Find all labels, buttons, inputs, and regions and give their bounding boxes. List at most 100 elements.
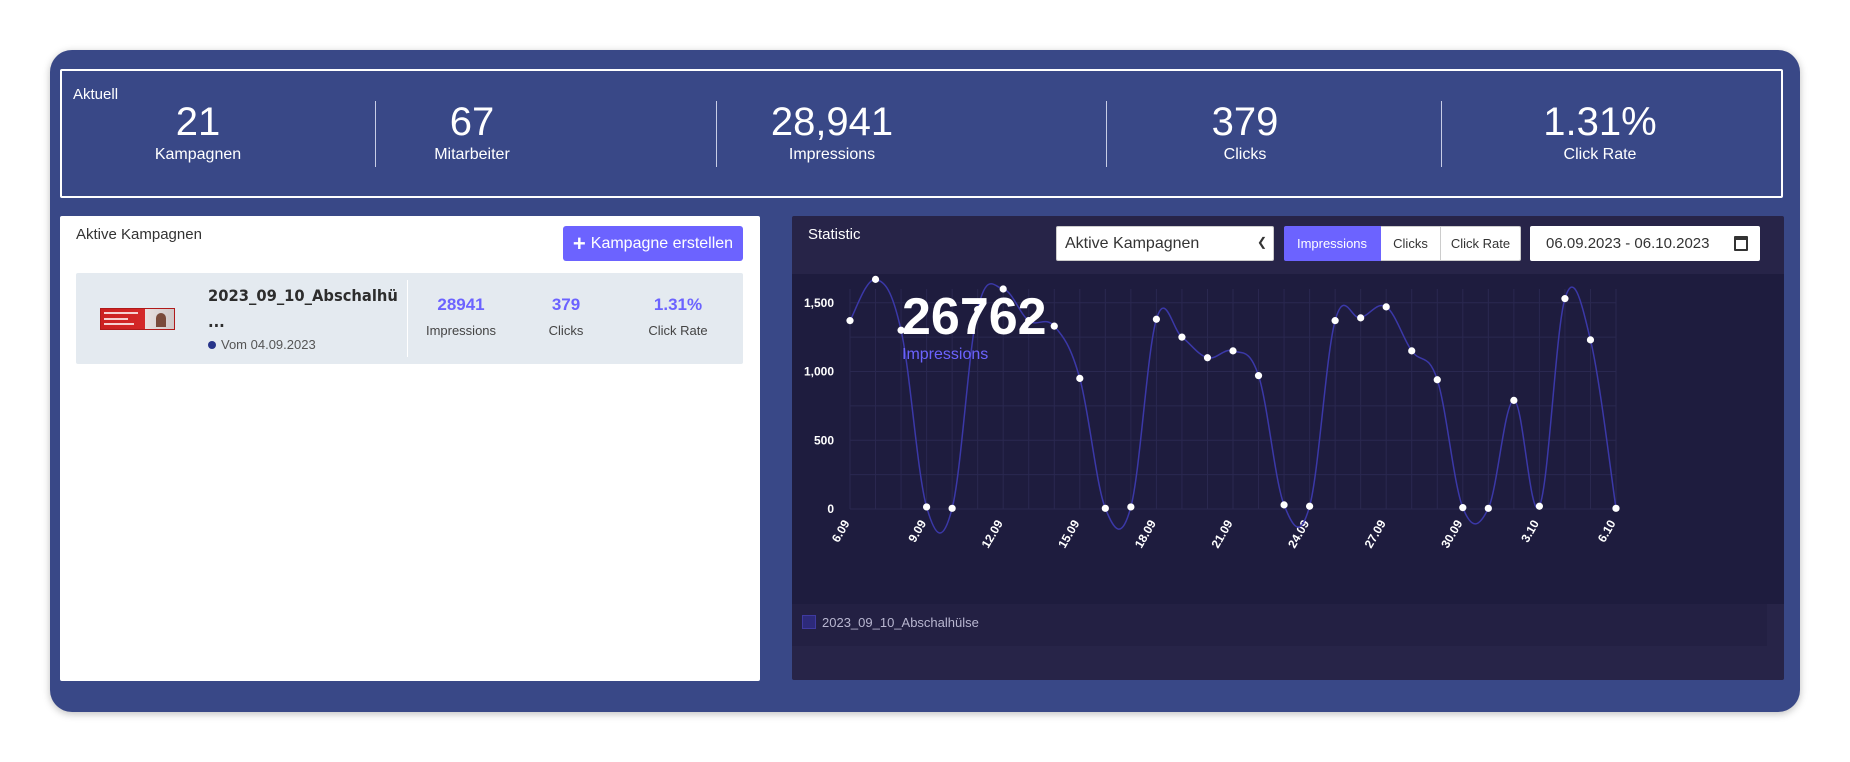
campaign-click-rate-value: 1.31%	[653, 295, 703, 314]
total-label: Impressions	[902, 346, 988, 363]
data-point[interactable]	[871, 275, 880, 283]
legend-label[interactable]: 2023_09_10_Abschalhülse	[822, 615, 979, 630]
date-range-value: 06.09.2023 - 06.10.2023	[1546, 235, 1710, 252]
data-point[interactable]	[1306, 502, 1314, 510]
data-point[interactable]	[1408, 347, 1416, 355]
calendar-icon	[1734, 236, 1748, 251]
tab-click-rate[interactable]: Click Rate	[1441, 226, 1521, 261]
data-point[interactable]	[974, 306, 982, 314]
kpi-summary: Aktuell 21 Kampagnen 67 Mitarbeiter 28,9…	[60, 69, 1783, 198]
chart-legend: 2023_09_10_Abschalhülse	[792, 604, 1767, 646]
campaign-impressions-label: Impressions	[425, 323, 497, 338]
kpi-impressions: 28,941 Impressions	[742, 99, 922, 165]
kpi-label: Clicks	[1223, 146, 1267, 163]
campaign-click-rate-label: Click Rate	[648, 323, 708, 338]
data-point[interactable]	[1459, 504, 1467, 512]
x-tick-label: 9.09	[905, 517, 929, 545]
tab-clicks[interactable]: Clicks	[1381, 226, 1441, 261]
data-point[interactable]	[1510, 396, 1518, 404]
campaign-thumbnail	[100, 308, 175, 330]
x-tick-label: 30.09	[1438, 517, 1465, 550]
kpi-divider	[1441, 101, 1442, 167]
x-tick-label: 3.10	[1518, 517, 1542, 545]
legend-swatch[interactable]	[802, 615, 816, 629]
date-range-picker[interactable]: 06.09.2023 - 06.10.2023	[1530, 226, 1760, 261]
x-tick-label: 12.09	[979, 517, 1006, 550]
data-point[interactable]	[1254, 372, 1263, 380]
y-tick-label: 0	[827, 502, 834, 516]
data-point[interactable]	[923, 503, 931, 511]
kpi-clicks: 379 Clicks	[1170, 99, 1320, 165]
campaign-clicks-label: Clicks	[548, 323, 584, 338]
campaign-impressions: 28941 Impressions	[406, 295, 516, 338]
impressions-chart: 0 500 1,000 1,500 6.09 9.09 12.09 15.09 18.09 21…	[804, 275, 1620, 551]
kpi-value: 28,941	[770, 100, 894, 144]
campaign-date-text: Vom 04.09.2023	[221, 337, 316, 352]
data-point[interactable]	[1331, 317, 1339, 325]
data-point[interactable]	[1203, 354, 1212, 362]
data-point[interactable]	[1586, 336, 1595, 344]
data-point[interactable]	[1280, 501, 1288, 509]
data-point[interactable]	[948, 504, 956, 512]
data-point[interactable]	[1178, 333, 1186, 341]
plus-icon: +	[572, 230, 586, 256]
data-point[interactable]	[1382, 303, 1390, 311]
data-point[interactable]	[999, 285, 1007, 293]
kpi-label: Mitarbeiter	[434, 146, 510, 163]
data-point[interactable]	[846, 317, 854, 325]
x-tick-label: 21.09	[1208, 517, 1235, 550]
data-point[interactable]	[897, 326, 905, 334]
campaign-date: Vom 04.09.2023	[208, 337, 316, 352]
tab-impressions[interactable]: Impressions	[1284, 226, 1381, 261]
campaign-name[interactable]: 2023_09_10_Abschalhü ...	[208, 286, 398, 331]
campaign-divider	[407, 280, 408, 357]
x-tick-label: 6.10	[1595, 517, 1619, 545]
kpi-label: Impressions	[788, 146, 876, 163]
data-point[interactable]	[1612, 504, 1620, 512]
x-tick-label: 6.09	[829, 517, 853, 545]
kpi-value: 1.31%	[1543, 100, 1657, 144]
kpi-click-rate: 1.31% Click Rate	[1510, 99, 1690, 165]
create-campaign-button[interactable]: + Kampagne erstellen	[563, 226, 743, 261]
data-point[interactable]	[1025, 317, 1033, 325]
kpi-divider	[1106, 101, 1107, 167]
campaign-select[interactable]: Aktive Kampagnen ❮	[1056, 226, 1274, 261]
data-point[interactable]	[1076, 374, 1084, 382]
y-tick-label: 1,500	[804, 296, 834, 310]
data-point[interactable]	[1152, 315, 1160, 323]
x-tick-label: 15.09	[1055, 517, 1082, 550]
total-value: 26762	[902, 288, 1047, 346]
y-tick-label: 1,000	[804, 365, 834, 379]
dashboard-container: Aktuell 21 Kampagnen 67 Mitarbeiter 28,9…	[50, 50, 1800, 712]
panel-title: Statistic	[808, 226, 861, 243]
data-point[interactable]	[1101, 504, 1109, 512]
panel-title: Aktive Kampagnen	[76, 226, 202, 243]
campaign-row[interactable]: 2023_09_10_Abschalhü ... Vom 04.09.2023 …	[76, 273, 743, 364]
campaign-clicks: 379 Clicks	[526, 295, 606, 338]
kpi-campaigns: 21 Kampagnen	[123, 99, 273, 165]
data-point[interactable]	[1357, 314, 1365, 322]
kpi-divider	[716, 101, 717, 167]
metric-toggle: Impressions Clicks Click Rate	[1284, 226, 1521, 261]
create-campaign-label: Kampagne erstellen	[590, 234, 734, 252]
campaign-clicks-value: 379	[551, 295, 581, 314]
campaign-impressions-value: 28941	[437, 295, 485, 314]
y-tick-label: 500	[814, 433, 834, 447]
campaign-click-rate: 1.31% Click Rate	[623, 295, 733, 338]
kpi-title: Aktuell	[73, 86, 119, 103]
data-point[interactable]	[1433, 376, 1441, 384]
data-point[interactable]	[1050, 322, 1058, 330]
active-campaigns-panel: Aktive Kampagnen + Kampagne erstellen 20…	[60, 216, 760, 681]
chevron-down-icon: ❮	[1256, 235, 1267, 249]
x-tick-label: 24.09	[1285, 517, 1312, 550]
statistic-panel: Statistic Aktive Kampagnen ❮ Impressions…	[792, 216, 1784, 680]
status-dot-icon	[208, 340, 216, 349]
data-point[interactable]	[1484, 504, 1492, 512]
data-point[interactable]	[1229, 347, 1237, 355]
kpi-value: 67	[449, 100, 495, 144]
data-point[interactable]	[1535, 502, 1543, 510]
chart-area: 0 500 1,000 1,500 6.09 9.09 12.09 15.09 18.09 21…	[792, 274, 1784, 604]
kpi-value: 379	[1211, 100, 1279, 144]
data-point[interactable]	[1561, 295, 1569, 303]
data-point[interactable]	[1127, 503, 1135, 511]
